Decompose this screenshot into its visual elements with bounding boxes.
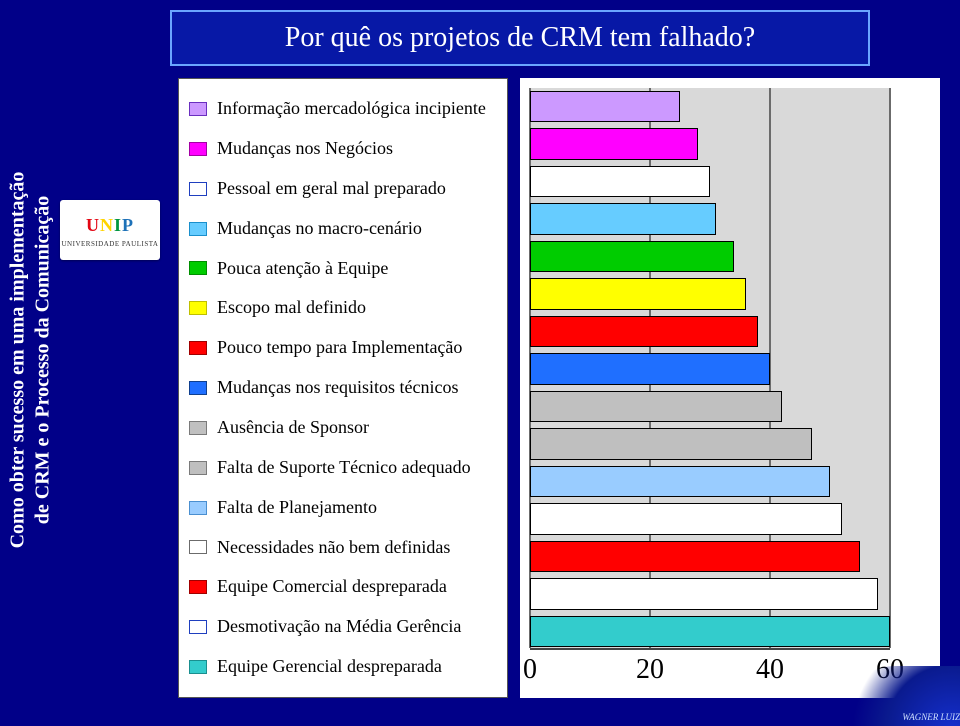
- bar: [530, 578, 878, 609]
- bar: [530, 241, 734, 272]
- bar: [530, 503, 842, 534]
- legend-label: Escopo mal definido: [217, 297, 366, 319]
- side-label-line1: Como obter sucesso em uma implementação: [6, 172, 28, 549]
- legend-item: Equipe Gerencial despreparada: [189, 656, 497, 678]
- bar: [530, 616, 890, 647]
- bar-row: [530, 125, 890, 162]
- legend-item: Pouca atenção à Equipe: [189, 258, 497, 280]
- legend-label: Pouca atenção à Equipe: [217, 258, 388, 280]
- legend-item: Pouco tempo para Implementação: [189, 337, 497, 359]
- legend-swatch: [189, 381, 207, 395]
- legend-label: Falta de Planejamento: [217, 497, 377, 519]
- bar: [530, 428, 812, 459]
- legend-swatch: [189, 461, 207, 475]
- legend-swatch: [189, 580, 207, 594]
- slide-title-text: Por quê os projetos de CRM tem falhado?: [285, 22, 755, 54]
- legend-swatch: [189, 341, 207, 355]
- bar: [530, 316, 758, 347]
- legend-swatch: [189, 540, 207, 554]
- legend-item: Necessidades não bem definidas: [189, 537, 497, 559]
- legend-item: Falta de Suporte Técnico adequado: [189, 457, 497, 479]
- bar-row: [530, 275, 890, 312]
- bar: [530, 278, 746, 309]
- legend-label: Equipe Comercial despreparada: [217, 576, 447, 598]
- bar-row: [530, 388, 890, 425]
- bar-row: [530, 575, 890, 612]
- bar: [530, 353, 770, 384]
- legend-swatch: [189, 222, 207, 236]
- legend-label: Mudanças no macro-cenário: [217, 218, 422, 240]
- unip-logo-mark: UNIP: [75, 212, 145, 238]
- bar: [530, 391, 782, 422]
- legend-swatch: [189, 421, 207, 435]
- bar-row: [530, 463, 890, 500]
- bar-row: [530, 238, 890, 275]
- bar: [530, 466, 830, 497]
- legend-item: Desmotivação na Média Gerência: [189, 616, 497, 638]
- side-label: Como obter sucesso em uma implementação …: [2, 0, 58, 720]
- bar-row: [530, 613, 890, 650]
- legend-label: Pouco tempo para Implementação: [217, 337, 462, 359]
- legend-swatch: [189, 102, 207, 116]
- legend-label: Mudanças nos requisitos técnicos: [217, 377, 458, 399]
- legend-item: Pessoal em geral mal preparado: [189, 178, 497, 200]
- legend-item: Mudanças no macro-cenário: [189, 218, 497, 240]
- legend-label: Desmotivação na Média Gerência: [217, 616, 461, 638]
- bar-row: [530, 425, 890, 462]
- bar-chart: 0204060: [520, 78, 940, 698]
- bar-row: [530, 313, 890, 350]
- bar: [530, 166, 710, 197]
- legend-swatch: [189, 142, 207, 156]
- bar: [530, 91, 680, 122]
- legend-item: Equipe Comercial despreparada: [189, 576, 497, 598]
- unip-logo: UNIP UNIVERSIDADE PAULISTA: [60, 200, 160, 260]
- chart-xtick-label: 0: [523, 654, 537, 686]
- bar-row: [530, 538, 890, 575]
- unip-logo-subtitle: UNIVERSIDADE PAULISTA: [62, 240, 159, 248]
- legend-swatch: [189, 261, 207, 275]
- slide-title: Por quê os projetos de CRM tem falhado?: [170, 10, 870, 66]
- chart-legend: Informação mercadológica incipiente Mudan…: [178, 78, 508, 698]
- legend-item: Ausência de Sponsor: [189, 417, 497, 439]
- chart-xtick-label: 40: [756, 654, 784, 686]
- bar: [530, 128, 698, 159]
- legend-item: Mudanças nos Negócios: [189, 138, 497, 160]
- chart-plot-area: [530, 88, 890, 650]
- legend-item: Falta de Planejamento: [189, 497, 497, 519]
- legend-swatch: [189, 660, 207, 674]
- legend-item: Mudanças nos requisitos técnicos: [189, 377, 497, 399]
- bar-row: [530, 163, 890, 200]
- chart-xticks: 0204060: [530, 654, 890, 694]
- side-label-line2: de CRM e o Processo da Comunicação: [31, 196, 53, 524]
- legend-label: Pessoal em geral mal preparado: [217, 178, 446, 200]
- legend-label: Falta de Suporte Técnico adequado: [217, 457, 471, 479]
- legend-swatch: [189, 301, 207, 315]
- legend-swatch: [189, 501, 207, 515]
- bar: [530, 541, 860, 572]
- bar: [530, 203, 716, 234]
- legend-swatch: [189, 620, 207, 634]
- bar-row: [530, 200, 890, 237]
- legend-label: Ausência de Sponsor: [217, 417, 369, 439]
- legend-swatch: [189, 182, 207, 196]
- chart-xtick-label: 20: [636, 654, 664, 686]
- legend-label: Equipe Gerencial despreparada: [217, 656, 442, 678]
- legend-item: Escopo mal definido: [189, 297, 497, 319]
- bar-row: [530, 500, 890, 537]
- legend-label: Necessidades não bem definidas: [217, 537, 450, 559]
- bar-row: [530, 350, 890, 387]
- legend-label: Mudanças nos Negócios: [217, 138, 393, 160]
- legend-item: Informação mercadológica incipiente: [189, 98, 497, 120]
- legend-label: Informação mercadológica incipiente: [217, 98, 486, 120]
- bar-row: [530, 88, 890, 125]
